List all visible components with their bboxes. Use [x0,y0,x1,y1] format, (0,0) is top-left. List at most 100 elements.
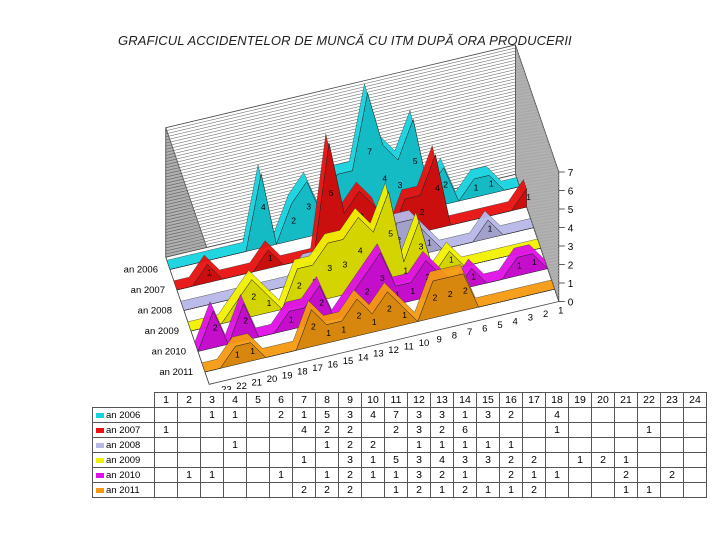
table-column-header: 23 [660,392,684,408]
table-cell: 2 [430,422,454,438]
table-cell [177,452,201,468]
x-tick-label: 9 [437,334,442,345]
data-label: 3 [343,259,348,269]
table-cell: 3 [338,407,362,423]
table-cell [177,437,201,453]
gridline [515,57,560,185]
table-cell [522,422,546,438]
table-cell [361,482,385,498]
table-cell: 5 [315,407,339,423]
table-cell: 2 [499,407,523,423]
table-cell: 1 [154,422,178,438]
table-column-header: 12 [407,392,431,408]
series-axis-label: an 2006 [124,265,158,276]
table-cell: 1 [637,482,661,498]
gridline [165,115,516,199]
x-tick-label: 12 [388,345,399,356]
table-cell: 4 [361,407,385,423]
legend-swatch [96,472,104,478]
gridline [515,112,560,240]
table-cell [545,452,569,468]
gridline [165,139,210,268]
gridline [515,81,560,210]
x-tick-label: 15 [343,356,354,367]
table-cell: 1 [614,482,638,498]
table-cell: 1 [499,482,523,498]
table-cell [637,407,661,423]
gridline [515,97,560,225]
gridline [165,63,516,147]
table-cell: 1 [292,407,316,423]
table-cell: 5 [384,452,408,468]
gridline [165,136,210,265]
table-cell: 2 [660,467,684,483]
table-cell: 3 [407,422,431,438]
data-label: 1 [488,223,493,233]
table-cell [683,422,707,438]
data-table: 1 2 3 4 5 6 7 8 9 10 11 12 13 14 15 16 17 18 19 20 21 22 23 24 … [92,392,707,498]
x-tick-label: 4 [513,316,518,327]
series-name: an 2011 [106,485,140,496]
data-label: 1 [395,290,400,300]
table-cell: 1 [430,482,454,498]
table-cell: 1 [361,452,385,468]
data-label: 2 [251,291,256,301]
z-tick-label: 2 [568,261,574,272]
table-cell: 1 [292,452,316,468]
data-label: 4 [261,202,266,212]
z-tick-label: 5 [568,205,574,216]
table-cell: 1 [522,467,546,483]
data-label: 1 [427,238,432,248]
gridline [515,75,560,203]
table-column-header: 20 [591,392,615,408]
gridline [515,149,560,277]
data-label: 1 [517,261,522,271]
data-label: 1 [268,253,273,263]
z-tick-label: 1 [568,279,574,290]
table-cell: 1 [568,452,592,468]
chart-3d-area: 4231337435121111623222411111122111212233… [124,44,574,390]
table-cell [591,467,615,483]
table-column-header: 18 [545,392,569,408]
gridline [515,128,560,256]
data-label: 1 [326,328,331,338]
data-label: 3 [306,202,311,212]
gridline [515,155,560,284]
data-label: 1 [289,315,294,325]
x-tick-label: 14 [358,352,369,363]
table-cell [246,482,270,498]
table-cell: 2 [338,482,362,498]
gridline [515,152,560,280]
table-cell: 2 [269,407,293,423]
x-tick-label: 13 [373,349,384,360]
table-cell [154,437,178,453]
table-cell: 3 [476,407,500,423]
table-cell: 2 [499,467,523,483]
table-cell: 7 [384,407,408,423]
gridline [515,124,560,253]
table-row: an 2006 1 1 2 1 5 3 4 7 3 3 1 3 2 4 [92,407,707,423]
z-tick-label: 4 [568,224,574,235]
data-label: 1 [471,272,476,282]
table-cell: 1 [545,422,569,438]
gridline [515,54,560,182]
table-row-header: an 2006 [92,407,155,423]
table-cell [177,482,201,498]
table-column-header: 11 [384,392,408,408]
table-cell: 2 [499,452,523,468]
table-cell [154,467,178,483]
table-cell [522,437,546,453]
gridline [165,133,210,262]
gridline [165,47,516,132]
table-column-header: 5 [246,392,270,408]
table-row-header: an 2010 [92,467,155,483]
table-row-header: an 2008 [92,437,155,453]
gridline [515,118,560,247]
x-tick-label: 17 [312,363,323,374]
table-cell: 1 [269,467,293,483]
table-column-header: 13 [430,392,454,408]
x-tick-label: 8 [452,331,457,342]
table-cell: 1 [361,467,385,483]
x-tick-label: 5 [497,320,502,331]
